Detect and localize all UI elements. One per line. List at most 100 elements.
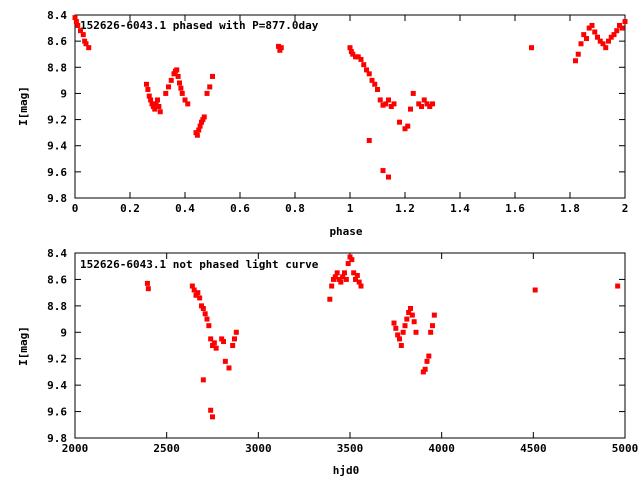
phased-data-point bbox=[529, 45, 534, 51]
unphased-data-point bbox=[221, 339, 226, 345]
phased-data-point bbox=[383, 101, 389, 107]
phased-data-point bbox=[617, 22, 622, 28]
unphased-x-tick-label: 4000 bbox=[428, 442, 455, 455]
phased-data-point bbox=[386, 97, 391, 103]
phased-y-tick-label: 8.8 bbox=[47, 61, 67, 74]
unphased-y-tick-label: 8.4 bbox=[47, 247, 67, 260]
unphased-data-point bbox=[211, 340, 217, 346]
phased-data-point bbox=[200, 117, 206, 123]
unphased-data-point bbox=[199, 303, 204, 309]
phased-data-point bbox=[592, 29, 598, 35]
phased-data-point bbox=[366, 137, 372, 143]
phased-data-point bbox=[156, 104, 162, 109]
unphased-data-point bbox=[395, 332, 401, 338]
phased-y-tick-label: 9.8 bbox=[47, 192, 67, 205]
phased-x-tick-label: 0.8 bbox=[285, 202, 305, 215]
phased-data-point bbox=[146, 93, 152, 99]
phased-data-point bbox=[377, 97, 383, 103]
unphased-data-point bbox=[327, 296, 333, 302]
unphased-x-tick-label: 2500 bbox=[153, 442, 180, 455]
phased-data-point bbox=[152, 106, 158, 112]
phased-data-point bbox=[80, 32, 86, 38]
phased-x-tick-label: 0.2 bbox=[120, 202, 140, 215]
phased-data-point bbox=[177, 80, 182, 86]
unphased-data-point bbox=[193, 292, 199, 298]
unphased-data-point bbox=[233, 329, 239, 335]
phased-data-point bbox=[614, 28, 620, 34]
phased-data-point bbox=[347, 45, 353, 51]
phased-y-tick-label: 9 bbox=[60, 87, 67, 100]
unphased-plot-title: 152626-6043.1 not phased light curve bbox=[80, 258, 319, 271]
phased-data-point bbox=[430, 101, 435, 107]
phased-data-point bbox=[163, 90, 169, 96]
phased-data-point bbox=[369, 77, 375, 83]
unphased-y-axis-label: I[mag] bbox=[17, 326, 30, 366]
unphased-data-point bbox=[400, 329, 406, 335]
phased-data-point bbox=[150, 104, 156, 109]
phased-data-point bbox=[171, 71, 177, 77]
unphased-data-point bbox=[351, 270, 357, 276]
phased-data-point bbox=[185, 101, 191, 107]
unphased-data-point bbox=[208, 407, 214, 413]
phased-data-point bbox=[375, 87, 380, 93]
phased-data-point bbox=[597, 38, 603, 44]
phased-data-point bbox=[148, 97, 154, 103]
unphased-x-axis-label: hjd0 bbox=[333, 464, 360, 477]
unphased-data-point bbox=[200, 377, 206, 383]
unphased-data-point bbox=[402, 323, 408, 329]
unphased-data-point bbox=[431, 312, 437, 318]
phased-data-point bbox=[608, 34, 614, 40]
phased-x-axis-label: phase bbox=[329, 225, 362, 238]
unphased-data-point bbox=[404, 316, 410, 322]
unphased-data-point bbox=[338, 279, 344, 285]
unphased-y-tick-label: 9 bbox=[60, 326, 67, 339]
unphased-data-point bbox=[409, 312, 415, 318]
phased-data-point bbox=[78, 28, 83, 34]
unphased-data-point bbox=[354, 272, 360, 278]
unphased-data-point bbox=[356, 279, 362, 285]
phased-data-point bbox=[83, 41, 89, 47]
unphased-y-tick-label: 9.6 bbox=[47, 406, 67, 419]
unphased-plot-frame bbox=[74, 252, 626, 439]
phased-data-point bbox=[402, 126, 408, 132]
unphased-y-tick-label: 9.8 bbox=[47, 432, 67, 445]
unphased-data-point bbox=[210, 414, 215, 420]
phased-data-point bbox=[72, 15, 78, 21]
unphased-data-point bbox=[208, 336, 214, 342]
phased-data-point bbox=[575, 51, 581, 57]
phased-data-point bbox=[278, 45, 284, 51]
unphased-data-point bbox=[340, 274, 346, 280]
unphased-data-point bbox=[428, 329, 434, 335]
unphased-data-point bbox=[345, 261, 351, 267]
phased-data-point bbox=[196, 127, 202, 133]
phased-data-point bbox=[149, 101, 155, 107]
unphased-data-point bbox=[331, 276, 336, 282]
unphased-data-point bbox=[144, 280, 150, 286]
phased-data-point bbox=[194, 132, 200, 138]
unphased-y-tick-label: 8.8 bbox=[47, 300, 67, 313]
phased-data-point bbox=[199, 119, 204, 125]
unphased-x-tick-label: 3500 bbox=[337, 442, 364, 455]
phased-data-point bbox=[619, 25, 625, 31]
phased-data-point bbox=[578, 41, 584, 47]
phased-data-point bbox=[166, 84, 171, 90]
phased-data-point bbox=[397, 119, 402, 125]
phased-data-point bbox=[153, 101, 159, 107]
phased-data-point bbox=[364, 67, 369, 73]
phased-data-point bbox=[391, 101, 397, 107]
phased-data-point bbox=[144, 81, 149, 87]
unphased-data-point bbox=[332, 274, 338, 280]
unphased-data-point bbox=[406, 309, 412, 315]
phased-data-point bbox=[157, 109, 163, 115]
phased-y-tick-label: 9.4 bbox=[47, 140, 67, 153]
unphased-data-point bbox=[226, 365, 232, 371]
unphased-data-point bbox=[334, 270, 340, 276]
phased-x-tick-label: 1.4 bbox=[450, 202, 470, 215]
phased-data-point bbox=[427, 104, 433, 109]
phased-data-point bbox=[155, 97, 160, 103]
unphased-data-point bbox=[189, 283, 195, 289]
phased-data-point bbox=[175, 73, 181, 79]
phased-data-point bbox=[419, 104, 424, 109]
phased-data-point bbox=[408, 106, 413, 112]
